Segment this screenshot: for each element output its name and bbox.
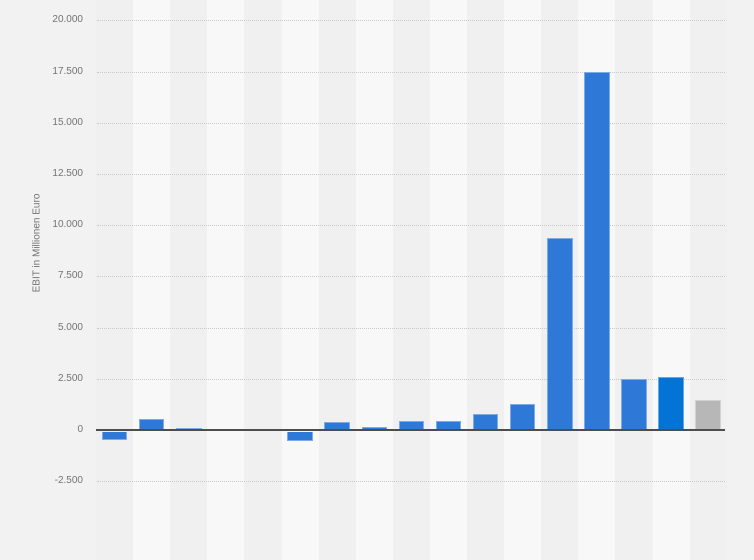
- grid-stripe: [244, 0, 282, 560]
- bar[interactable]: [658, 377, 684, 430]
- y-tick-label: 0: [77, 424, 83, 435]
- bar[interactable]: [435, 420, 462, 430]
- y-tick-label: 17.500: [52, 65, 83, 77]
- gridline: [97, 327, 725, 329]
- grid-stripe: [652, 0, 690, 560]
- y-tick-label: 2.500: [57, 372, 83, 384]
- grid-stripe: [467, 0, 505, 560]
- y-tick-label: 7.500: [57, 270, 83, 282]
- bar[interactable]: [695, 399, 721, 430]
- zero-axis-line: [96, 429, 725, 431]
- grid-stripe: [133, 0, 171, 560]
- grid-stripe: [615, 0, 653, 560]
- y-tick-label: 5.000: [57, 321, 83, 333]
- bar[interactable]: [509, 403, 536, 430]
- gridline: [97, 20, 725, 22]
- y-tick-label: 15.000: [52, 116, 83, 128]
- gridline: [97, 174, 725, 175]
- grid-stripe: [281, 0, 319, 560]
- bar[interactable]: [287, 432, 313, 442]
- grid-stripe: [504, 0, 542, 560]
- gridline: [97, 481, 725, 483]
- bar[interactable]: [584, 72, 610, 430]
- bar[interactable]: [138, 418, 165, 430]
- gridline: [97, 122, 725, 124]
- y-tick-label: 12.500: [52, 168, 83, 179]
- bar[interactable]: [324, 422, 350, 430]
- bar[interactable]: [361, 427, 387, 430]
- gridline: [97, 225, 725, 227]
- grid-stripe: [318, 0, 356, 560]
- gridline: [97, 276, 725, 278]
- grid-stripe: [96, 0, 134, 560]
- grid-stripe: [355, 0, 393, 560]
- grid-stripe: [392, 0, 430, 560]
- gridline: [97, 378, 725, 380]
- y-tick-label: -2.500: [54, 475, 83, 487]
- grid-stripe: [170, 0, 208, 560]
- bar[interactable]: [621, 379, 647, 430]
- bar[interactable]: [176, 427, 202, 430]
- y-tick-label: 20.000: [52, 14, 83, 26]
- grid-stripe: [689, 0, 727, 560]
- bar[interactable]: [101, 432, 128, 441]
- bar[interactable]: [398, 421, 425, 430]
- grid-stripe: [429, 0, 467, 560]
- gridline: [97, 71, 725, 73]
- bar[interactable]: [472, 413, 499, 430]
- y-tick-label: 10.000: [52, 219, 83, 231]
- grid-stripe: [207, 0, 245, 560]
- bar[interactable]: [547, 237, 573, 430]
